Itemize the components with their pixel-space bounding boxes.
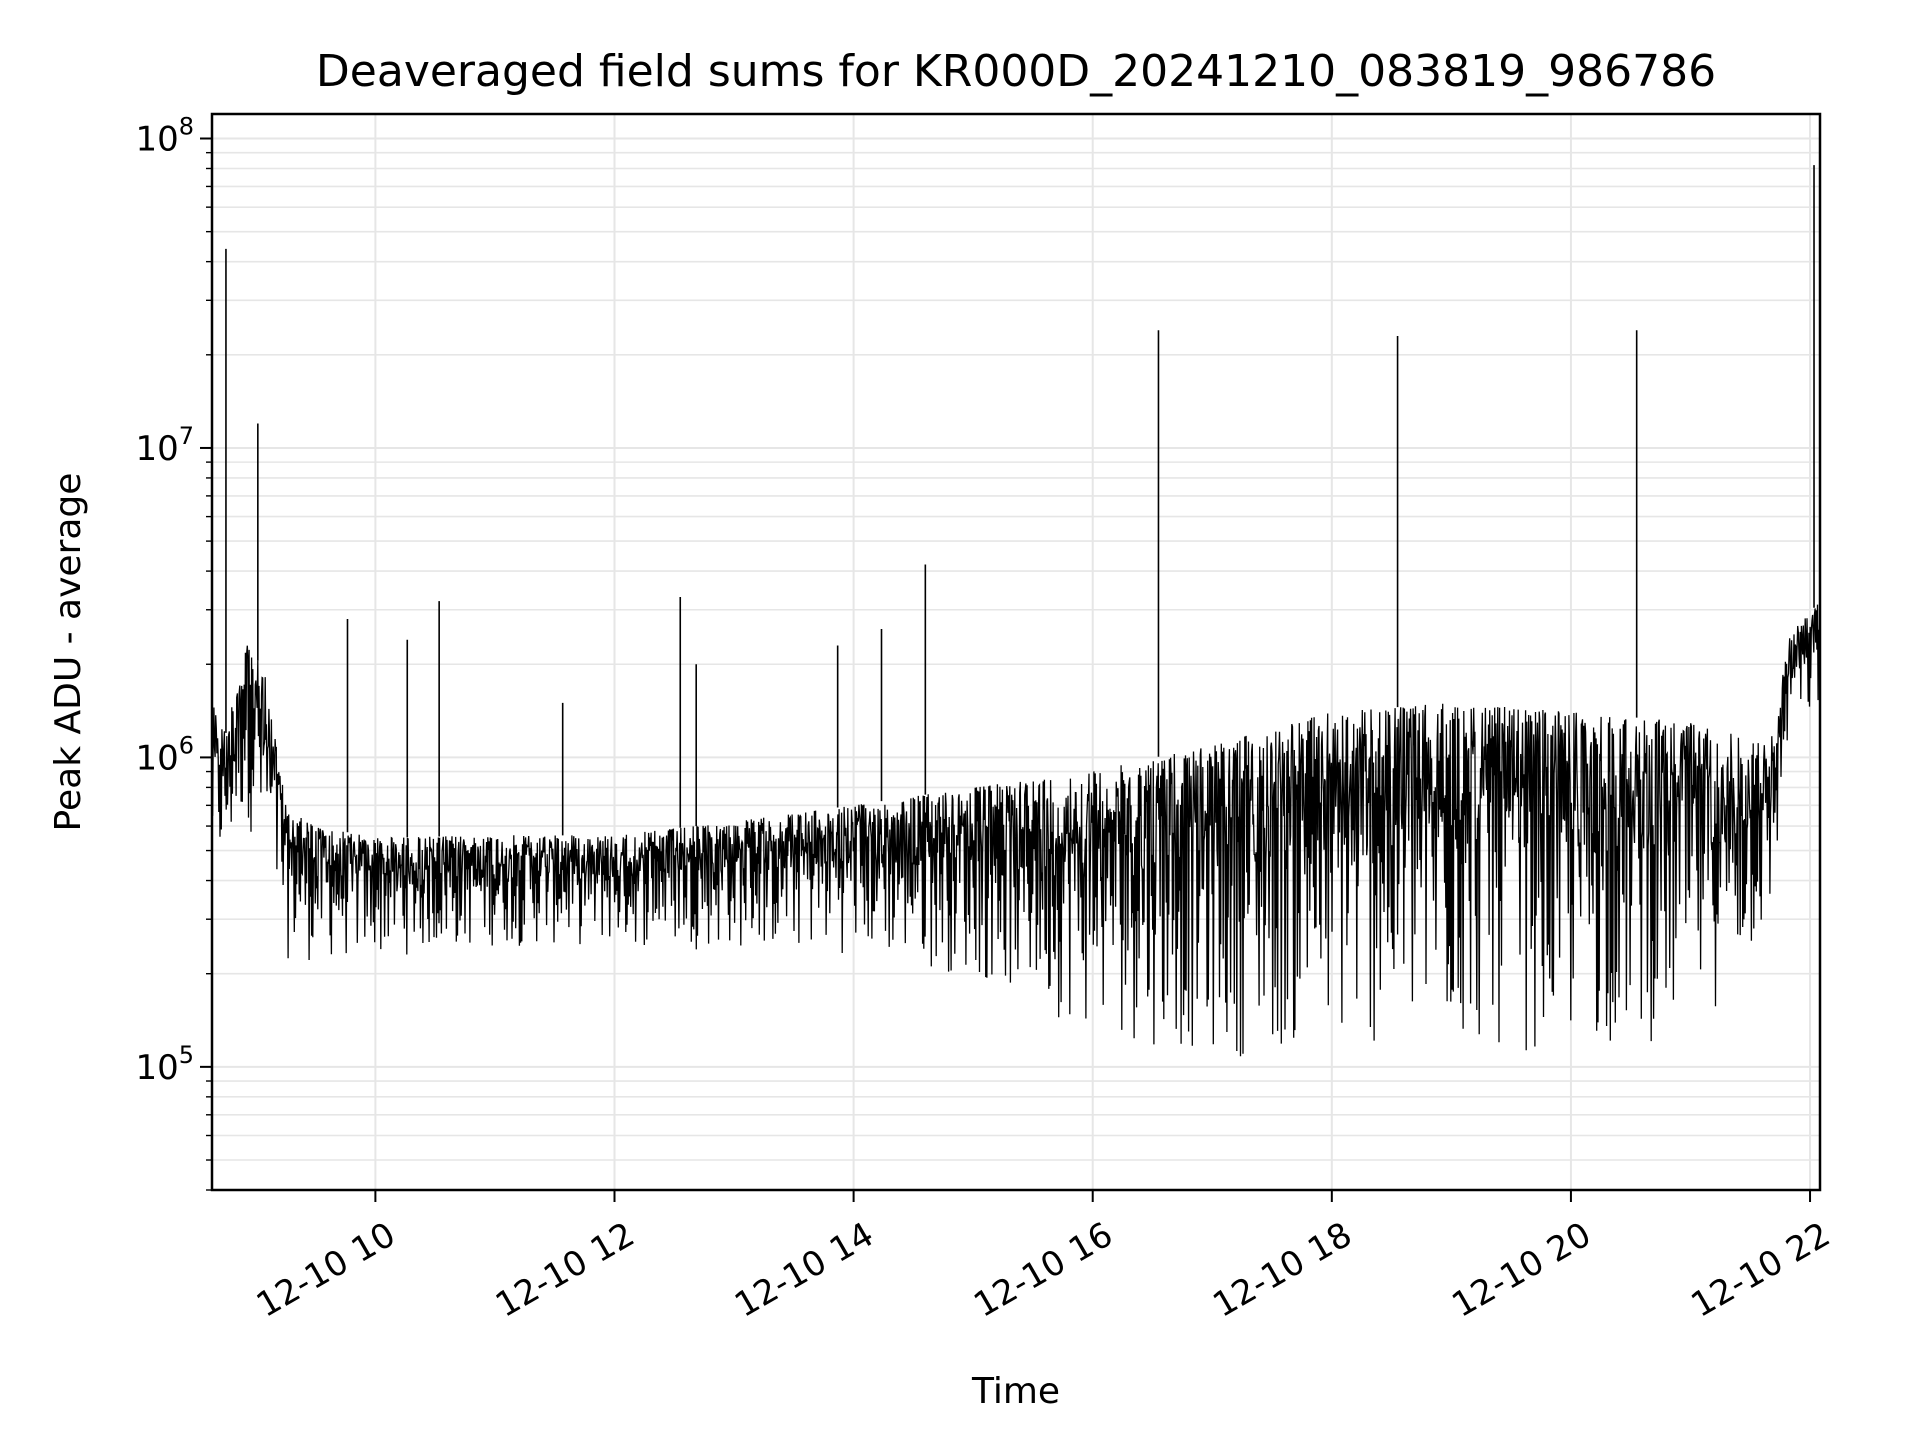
chart-title: Deaveraged field sums for KR000D_2024121… [316,46,1716,97]
y-tick-exponent: 5 [179,1041,194,1069]
y-tick-base: 10 [135,120,178,160]
series-layer [212,165,1820,1057]
ticks [200,137,1812,1202]
x-axis-label: Time [971,1371,1060,1412]
y-tick-base: 10 [135,429,178,469]
y-tick-exponent: 8 [179,113,194,141]
y-tick-label: 108 [135,113,194,160]
y-axis-label: Peak ADU - average [48,473,89,832]
y-tick-base: 10 [135,1048,178,1088]
y-tick-label: 105 [135,1041,194,1088]
y-tick-label: 107 [135,422,194,469]
y-tick-base: 10 [135,738,178,778]
y-tick-exponent: 7 [179,422,194,450]
plot-frame [210,112,1822,1192]
series-line [212,604,1820,1057]
y-tick-label: 106 [135,731,194,778]
y-tick-exponent: 6 [179,731,194,759]
